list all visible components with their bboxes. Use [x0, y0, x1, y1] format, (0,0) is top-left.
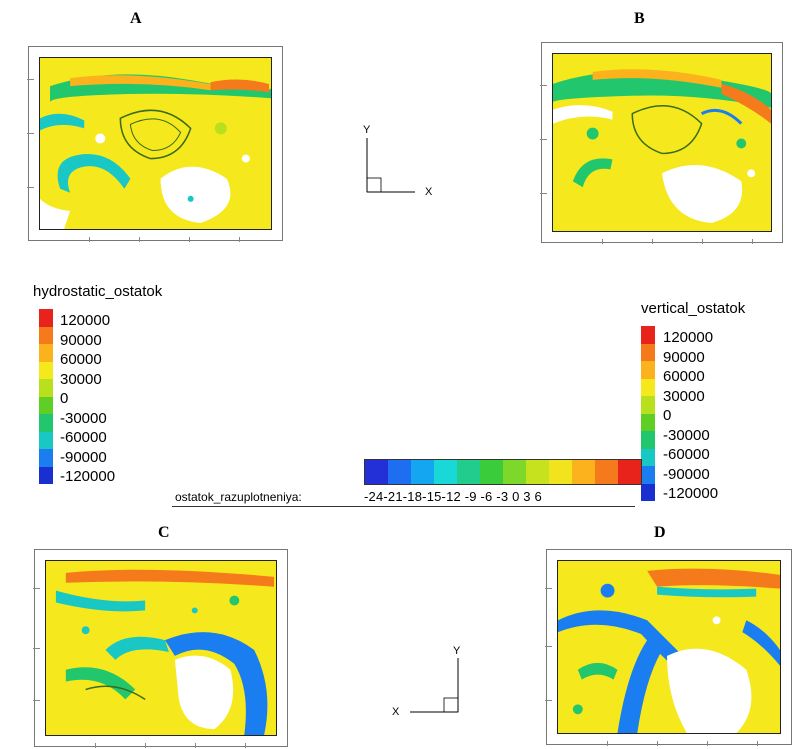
axis-label-y-bottom: Y: [453, 645, 461, 657]
legend-razuplotneniya-swatch: [595, 460, 618, 484]
legend_hydrostatic-swatch: [39, 361, 53, 379]
legend-vertical-title: vertical_ostatok: [641, 300, 746, 317]
legend_hydrostatic-value: 30000: [60, 370, 102, 388]
legend_hydrostatic-value: 120000: [60, 312, 111, 329]
legend_vertical-swatch: [641, 361, 655, 379]
legend-razuplotneniya-swatch: [457, 460, 480, 484]
legend-razuplotneniya-swatch: [549, 460, 572, 484]
axis-label-x-bottom: X: [392, 706, 400, 718]
legend_vertical-value: -90000: [663, 465, 710, 483]
legend_vertical-swatch: [641, 396, 655, 414]
axis-indicator-bottom: [410, 658, 459, 713]
legend-razuplotneniya-swatch: [572, 460, 595, 484]
axis-indicator-top: [366, 138, 415, 193]
map-panel-a: [27, 46, 283, 242]
legend_hydrostatic-swatch: [39, 414, 53, 432]
contour-map-b: [552, 53, 772, 232]
legend_vertical-value: 30000: [663, 387, 705, 405]
legend-razuplotneniya-swatch: [365, 460, 388, 484]
panel-label-a: A: [130, 10, 142, 27]
legend_hydrostatic-swatch: [39, 326, 53, 344]
legend-razuplotneniya-colorbar: [364, 459, 642, 485]
panel-label-c: C: [158, 524, 170, 541]
legend_vertical-swatch: [641, 431, 655, 449]
legend_hydrostatic-swatch: [39, 396, 53, 414]
map-panel-b: [540, 42, 783, 244]
legend_hydrostatic-value: 0: [60, 390, 69, 407]
legend_hydrostatic-value: -90000: [60, 448, 107, 466]
legend_hydrostatic-value: -60000: [60, 429, 107, 446]
contour-map-d: [557, 560, 781, 734]
contour-map-a: [39, 57, 272, 230]
legend_hydrostatic-swatch: [39, 379, 53, 397]
legend-vertical-values: 120000 90000 60000 30000 0 -30000 -60000 -90000…: [663, 328, 718, 504]
axis-label-y-top: Y: [363, 124, 371, 136]
legend_vertical-swatch: [641, 413, 655, 431]
legend-hydrostatic-colorbar: [39, 309, 53, 484]
panel-label-d: D: [654, 524, 666, 541]
legend_vertical-swatch: [641, 378, 655, 396]
legend-hydrostatic-values: 120000 90000 60000 30000 0 -30000 -60000 -90000…: [60, 311, 115, 487]
legend-razuplotneniya-swatch: [411, 460, 434, 484]
map-panel-c: [33, 549, 288, 748]
legend_vertical-swatch: [641, 343, 655, 361]
legend_hydrostatic-value: -120000: [60, 468, 116, 485]
legend-razuplotneniya-underline: [172, 506, 635, 507]
legend_hydrostatic-swatch: [39, 344, 53, 362]
legend_hydrostatic-swatch: [39, 449, 53, 467]
legend_hydrostatic-value: 90000: [60, 331, 102, 349]
legend_vertical-value: 60000: [663, 368, 705, 385]
legend_hydrostatic-swatch: [39, 309, 53, 327]
map-panel-d: [545, 549, 792, 746]
legend-razuplotneniya-swatch: [434, 460, 457, 484]
legend_hydrostatic-value: -30000: [60, 409, 107, 427]
legend_vertical-value: 0: [663, 407, 672, 424]
legend_vertical-value: -60000: [663, 446, 710, 463]
legend-vertical-colorbar: [641, 326, 655, 501]
legend_vertical-value: 120000: [663, 329, 714, 346]
legend_hydrostatic-swatch: [39, 431, 53, 449]
legend-razuplotneniya-values: -24-21-18-15-12 -9 -6 -3 0 3 6: [364, 489, 542, 504]
legend_vertical-value: -120000: [663, 485, 719, 502]
contour-map-c: [45, 560, 277, 736]
legend_vertical-swatch: [641, 326, 655, 344]
legend_vertical-swatch: [641, 466, 655, 484]
legend_vertical-swatch: [641, 483, 655, 501]
axis-label-x-top: X: [425, 186, 433, 198]
legend_vertical-value: 90000: [663, 348, 705, 366]
legend-razuplotneniya-swatch: [618, 460, 641, 484]
legend_hydrostatic-value: 60000: [60, 351, 102, 368]
legend-razuplotneniya-swatch: [388, 460, 411, 484]
legend-razuplotneniya-title: ostatok_razuplotneniya:: [175, 490, 302, 504]
legend-razuplotneniya-swatch: [503, 460, 526, 484]
legend_vertical-value: -30000: [663, 426, 710, 444]
legend-razuplotneniya-swatch: [480, 460, 503, 484]
panel-label-b: B: [634, 10, 645, 27]
legend_hydrostatic-swatch: [39, 466, 53, 484]
legend-hydrostatic-title: hydrostatic_ostatok: [33, 283, 163, 300]
legend-razuplotneniya-swatch: [526, 460, 549, 484]
legend_vertical-swatch: [641, 448, 655, 466]
